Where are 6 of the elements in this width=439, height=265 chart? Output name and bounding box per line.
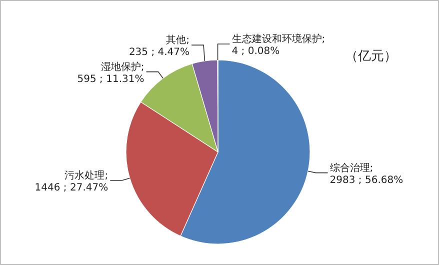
slice-label: 生态建设和环境保护; 4 ; 0.08%: [232, 33, 326, 57]
slice-label: 污水处理; 1446 ; 27.47%: [34, 169, 108, 194]
text: （亿元）: [345, 49, 397, 64]
slice-label: 其他; 235 ; 4.47%: [128, 34, 190, 58]
slice-label: 湿地保护; 595 ; 11.31%: [77, 60, 144, 85]
slice-label: 综合治理; 2983 ; 56.68%: [330, 162, 404, 186]
